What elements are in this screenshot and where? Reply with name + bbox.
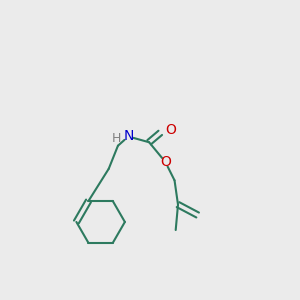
Text: H: H [112, 132, 122, 145]
Text: N: N [123, 130, 134, 143]
Text: O: O [166, 123, 176, 136]
Text: O: O [160, 155, 171, 169]
